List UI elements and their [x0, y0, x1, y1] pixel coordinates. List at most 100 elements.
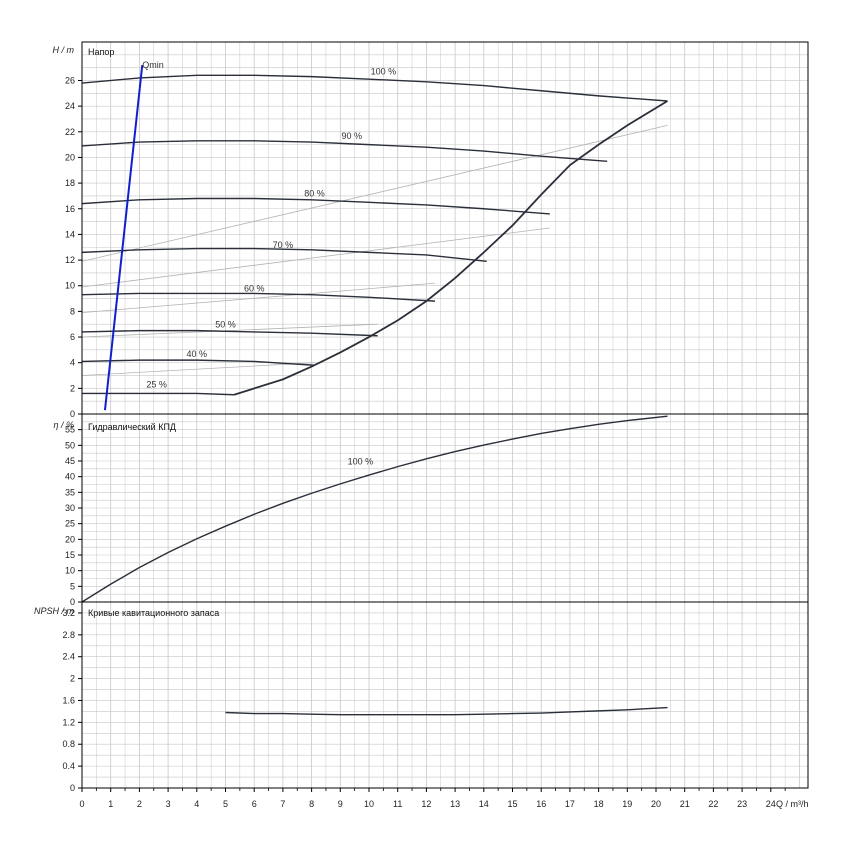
- series-line: [81, 415, 668, 603]
- x-tick-label: 14: [479, 799, 489, 809]
- series-line: [81, 74, 668, 102]
- y-tick-label: 0: [70, 783, 75, 793]
- x-tick-label: 23: [737, 799, 747, 809]
- y-tick-label: 16: [65, 204, 75, 214]
- aux-lines-layer: [81, 124, 668, 376]
- y-tick-label: 45: [65, 456, 75, 466]
- x-tick-label: 15: [507, 799, 517, 809]
- y-tick-label: 25: [65, 519, 75, 529]
- npsh-panel-ylabel: NPSH / m: [34, 606, 75, 616]
- y-tick-label: 3.2: [62, 608, 75, 618]
- x-tick-label: 0: [79, 799, 84, 809]
- y-tick-label: 2.8: [62, 630, 75, 640]
- y-tick-label: 20: [65, 534, 75, 544]
- series-label: 40 %: [187, 349, 208, 359]
- y-tick-label: 2.4: [62, 652, 75, 662]
- x-tick-label: 13: [450, 799, 460, 809]
- efficiency-panel-ylabel: η / %: [53, 420, 74, 430]
- series-line: [81, 140, 608, 162]
- y-tick-label: 40: [65, 472, 75, 482]
- x-tick-label: 10: [364, 799, 374, 809]
- x-tick-label: 12: [421, 799, 431, 809]
- x-tick-label: 17: [565, 799, 575, 809]
- y-tick-label: 0.4: [62, 761, 75, 771]
- x-tick-label: 16: [536, 799, 546, 809]
- y-tick-label: 22: [65, 127, 75, 137]
- series-line: [82, 392, 235, 396]
- series-label: 50 %: [215, 319, 236, 329]
- x-tick-label: 9: [338, 799, 343, 809]
- y-tick-label: 2: [70, 674, 75, 684]
- head-panel-ylabel: H / m: [53, 45, 75, 55]
- y-tick-label: 35: [65, 487, 75, 497]
- series-label: 100 %: [371, 67, 397, 77]
- x-tick-label: 11: [393, 799, 402, 809]
- panel-frame: [81, 601, 809, 789]
- series-line: [225, 706, 668, 716]
- head-panel-title: Напор: [88, 47, 114, 57]
- y-tick-label: 0.8: [62, 739, 75, 749]
- text-layer: H / m Напор η / % Гидравлический КПД NPS…: [34, 45, 809, 809]
- x-tick-label: 1: [108, 799, 113, 809]
- y-tick-label: 55: [65, 425, 75, 435]
- y-tick-label: 12: [65, 255, 75, 265]
- series-line: [81, 359, 315, 366]
- aux-line: [81, 282, 436, 314]
- efficiency-panel-title: Гидравлический КПД: [88, 422, 176, 432]
- y-tick-label: 4: [70, 358, 75, 368]
- y-tick-label: 8: [70, 306, 75, 316]
- y-tick-label: 1.2: [62, 717, 75, 727]
- x-tick-label: 24: [766, 799, 776, 809]
- x-tick-label: 2: [137, 799, 142, 809]
- curves-layer: [81, 64, 668, 716]
- x-axis-label: Q / m³/h: [776, 799, 809, 809]
- y-tick-label: 10: [65, 566, 75, 576]
- series-label: 80 %: [304, 188, 325, 198]
- y-tick-label: 26: [65, 75, 75, 85]
- frame-layer: [78, 41, 809, 792]
- x-tick-label: 22: [708, 799, 718, 809]
- series-label: Qmin: [142, 60, 164, 70]
- x-tick-label: 8: [309, 799, 314, 809]
- x-tick-label: 18: [594, 799, 604, 809]
- y-tick-label: 1.6: [62, 695, 75, 705]
- series-line: [81, 197, 550, 215]
- x-tick-label: 21: [680, 799, 690, 809]
- npsh-panel-title: Кривые кавитационного запаса: [88, 608, 219, 618]
- series-line: [81, 247, 487, 263]
- y-tick-label: 18: [65, 178, 75, 188]
- y-tick-label: 24: [65, 101, 75, 111]
- x-tick-label: 4: [194, 799, 199, 809]
- series-label: 60 %: [244, 283, 265, 293]
- y-tick-label: 10: [65, 281, 75, 291]
- x-tick-label: 20: [651, 799, 661, 809]
- grid-layer: [81, 41, 808, 789]
- aux-line: [81, 124, 668, 262]
- x-tick-label: 3: [166, 799, 171, 809]
- operating-boundary-curve: [233, 100, 668, 396]
- series-label: 25 %: [146, 380, 167, 390]
- series-label: 100 %: [348, 456, 374, 466]
- y-tick-label: 15: [65, 550, 75, 560]
- y-tick-label: 0: [70, 409, 75, 419]
- y-tick-label: 20: [65, 152, 75, 162]
- x-tick-label: 5: [223, 799, 228, 809]
- aux-line: [81, 362, 315, 376]
- series-line: [81, 329, 378, 337]
- series-label: 90 %: [342, 131, 363, 141]
- y-tick-label: 30: [65, 503, 75, 513]
- y-tick-label: 0: [70, 597, 75, 607]
- x-tick-label: 19: [622, 799, 632, 809]
- series-line: [81, 292, 436, 302]
- y-tick-label: 2: [70, 383, 75, 393]
- x-tick-label: 7: [280, 799, 285, 809]
- x-tick-label: 6: [252, 799, 257, 809]
- aux-line: [81, 227, 550, 288]
- aux-line: [81, 323, 378, 338]
- y-tick-label: 14: [65, 229, 75, 239]
- y-tick-label: 50: [65, 440, 75, 450]
- series-label: 70 %: [273, 240, 294, 250]
- y-tick-label: 5: [70, 581, 75, 591]
- y-tick-label: 6: [70, 332, 75, 342]
